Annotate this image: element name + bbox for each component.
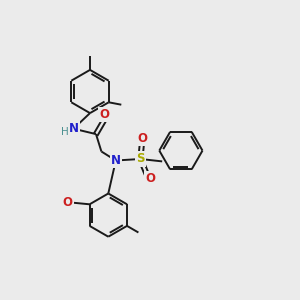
Text: N: N <box>111 154 121 167</box>
Text: O: O <box>137 131 147 145</box>
Text: O: O <box>145 172 155 185</box>
Text: H: H <box>61 127 69 137</box>
Text: O: O <box>99 108 110 121</box>
Text: O: O <box>62 196 73 209</box>
Text: N: N <box>68 122 79 135</box>
Text: S: S <box>136 152 145 166</box>
